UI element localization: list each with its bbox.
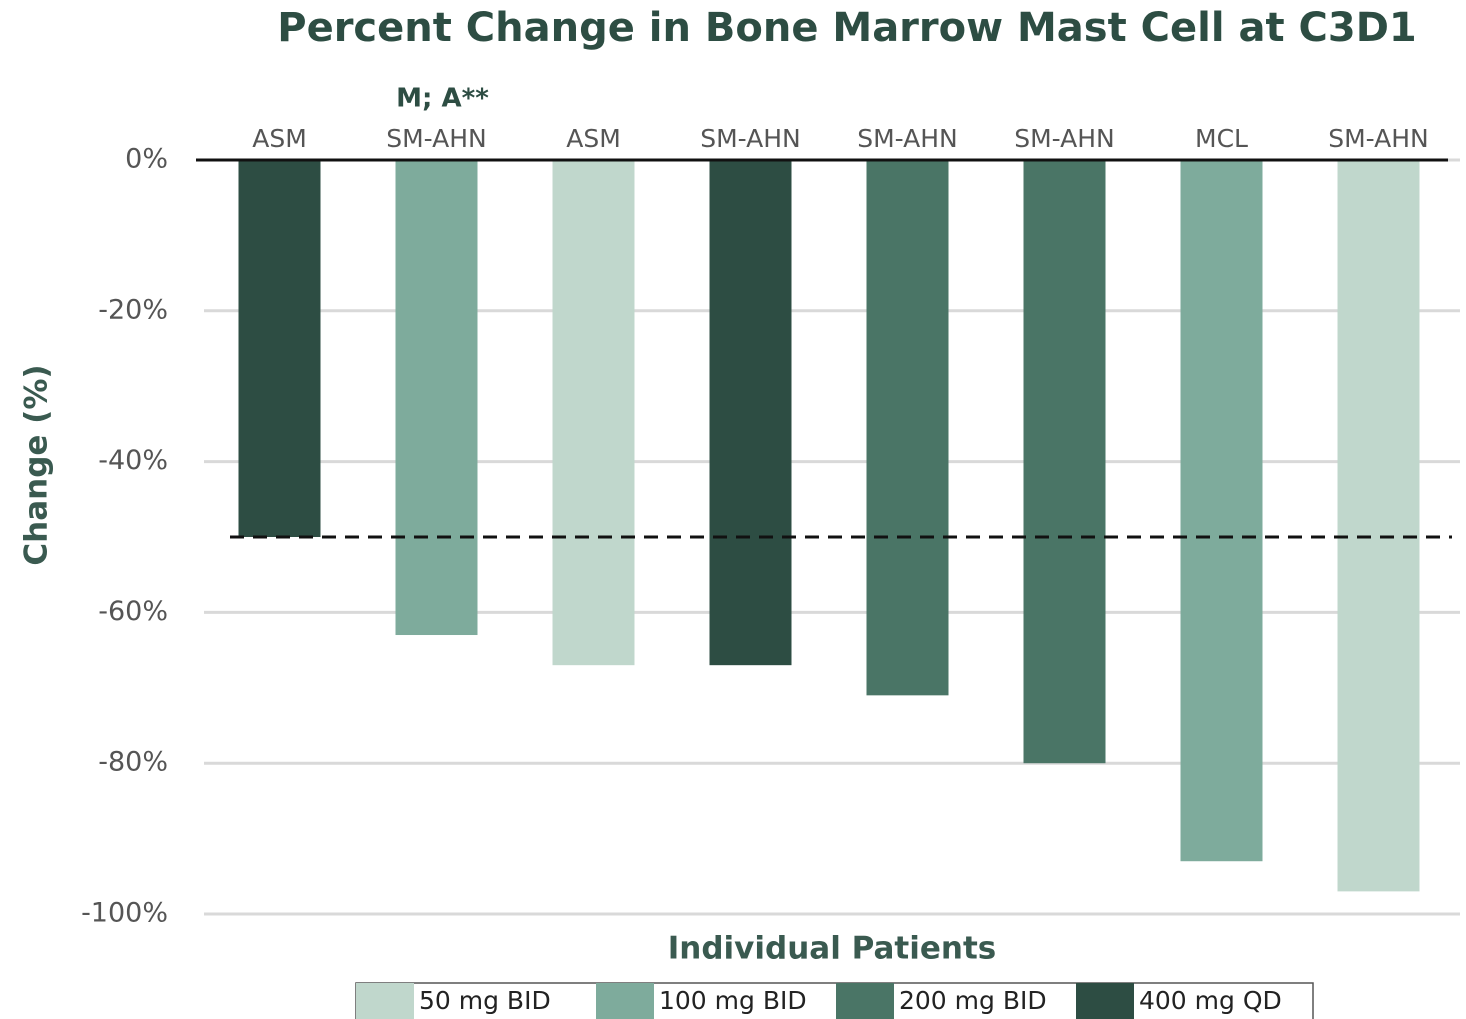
x-tick-label: SM-AHN <box>1328 124 1429 153</box>
bar <box>709 160 792 666</box>
y-tick-label: -20% <box>98 294 168 325</box>
x-tick-label: ASM <box>252 124 307 153</box>
x-tick-label: SM-AHN <box>857 124 958 153</box>
x-tick-label: MCL <box>1195 124 1248 153</box>
legend-label: 200 mg BID <box>899 986 1047 1015</box>
legend-label: 100 mg BID <box>659 986 807 1015</box>
x-tick-label: SM-AHN <box>386 124 487 153</box>
y-axis-label: Change (%) <box>19 364 55 565</box>
bar <box>552 160 635 666</box>
legend-swatch <box>356 983 414 1019</box>
x-tick-label: ASM <box>566 124 621 153</box>
y-tick-label: -40% <box>98 445 168 476</box>
legend-swatch <box>836 983 894 1019</box>
legend-swatch <box>596 983 654 1019</box>
y-tick-label: -80% <box>98 747 168 778</box>
legend-swatch <box>1076 983 1134 1019</box>
y-tick-label: 0% <box>125 144 168 175</box>
legend-label: 50 mg BID <box>419 986 551 1015</box>
x-axis-label: Individual Patients <box>668 931 996 967</box>
y-tick-label: -100% <box>81 898 168 929</box>
chart-title: Percent Change in Bone Marrow Mast Cell … <box>277 5 1417 51</box>
x-tick-label: SM-AHN <box>700 124 801 153</box>
bar <box>1180 160 1263 862</box>
bar <box>1337 160 1420 892</box>
bar <box>238 160 321 537</box>
bar <box>395 160 478 636</box>
annotation: M; A** <box>396 84 489 114</box>
bar <box>1023 160 1106 764</box>
legend-label: 400 mg QD <box>1139 986 1282 1015</box>
y-tick-label: -60% <box>98 596 168 627</box>
bar <box>866 160 949 696</box>
x-tick-label: SM-AHN <box>1014 124 1115 153</box>
